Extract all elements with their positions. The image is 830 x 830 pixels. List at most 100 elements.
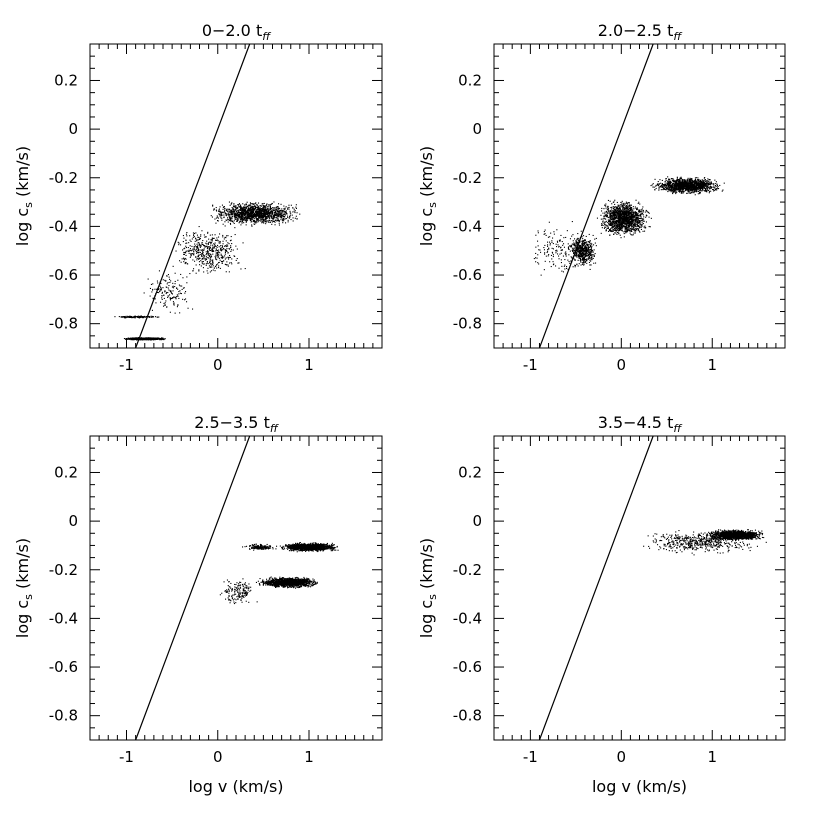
scatter-point — [209, 247, 211, 249]
scatter-point — [191, 245, 193, 247]
scatter-point — [256, 212, 258, 214]
scatter-point — [207, 252, 209, 254]
scatter-point — [232, 208, 234, 210]
scatter-point — [124, 316, 126, 318]
scatter-point — [221, 247, 223, 249]
scatter-point — [217, 239, 219, 241]
scatter-point — [662, 186, 664, 188]
scatter-point — [264, 206, 266, 208]
scatter-point — [238, 214, 240, 216]
scatter-point — [719, 184, 721, 186]
scatter-point — [193, 232, 195, 234]
scatter-point — [716, 188, 718, 190]
scatter-point — [695, 177, 697, 179]
scatter-point — [667, 184, 669, 186]
scatter-point — [246, 218, 248, 220]
scatter-point — [237, 262, 239, 264]
scatter-point — [212, 261, 214, 263]
scatter-point — [208, 248, 210, 250]
scatter-point — [705, 189, 707, 191]
scatter-point — [276, 214, 278, 216]
scatter-point — [194, 240, 196, 242]
scatter-point — [141, 337, 143, 339]
scatter-point — [173, 302, 175, 304]
scatter-point — [251, 215, 253, 217]
scatter-point — [256, 208, 258, 210]
scatter-point — [699, 188, 701, 190]
scatter-point — [686, 179, 688, 181]
scatter-point — [163, 294, 165, 296]
scatter-point — [694, 190, 696, 192]
scatter-point — [203, 248, 205, 250]
scatter-point — [160, 338, 162, 340]
scatter-point — [156, 291, 158, 293]
scatter-point — [275, 207, 277, 209]
scatter-point — [205, 257, 207, 259]
scatter-point — [240, 218, 242, 220]
scatter-point — [241, 214, 243, 216]
scatter-point — [242, 217, 244, 219]
scatter-point — [188, 249, 190, 251]
scatter-point — [129, 316, 131, 318]
scatter-point — [270, 211, 272, 213]
scatter-point — [672, 182, 674, 184]
scatter-point — [172, 282, 174, 284]
scatter-point — [704, 187, 706, 189]
scatter-point — [250, 215, 252, 217]
scatter-point — [295, 206, 297, 208]
scatter-point — [182, 287, 184, 289]
scatter-point — [176, 306, 178, 308]
scatter-point — [241, 212, 243, 214]
scatter-point — [256, 218, 258, 220]
x-tick-label: 0 — [213, 356, 223, 374]
scatter-point — [222, 236, 224, 238]
scatter-point — [156, 288, 158, 290]
scatter-point — [265, 218, 267, 220]
scatter-point — [239, 214, 241, 216]
scatter-point — [282, 222, 284, 224]
scatter-point — [265, 214, 267, 216]
scatter-point — [166, 306, 168, 308]
scatter-point — [255, 202, 257, 204]
scatter-point — [678, 183, 680, 185]
scatter-point — [238, 203, 240, 205]
scatter-point — [178, 244, 180, 246]
scatter-point — [261, 210, 263, 212]
scatter-point — [240, 268, 242, 270]
scatter-point — [273, 207, 275, 209]
scatter-point — [699, 193, 701, 195]
scatter-point — [234, 205, 236, 207]
scatter-point — [218, 261, 220, 263]
scatter-point — [169, 298, 171, 300]
scatter-point — [212, 205, 214, 207]
scatter-point — [233, 215, 235, 217]
scatter-point — [658, 189, 660, 191]
y-tick-label: 0.2 — [54, 71, 78, 89]
scatter-point — [236, 210, 238, 212]
scatter-point — [217, 251, 219, 253]
scatter-point — [201, 242, 203, 244]
scatter-point — [232, 221, 234, 223]
scatter-point — [254, 206, 256, 208]
scatter-point — [156, 280, 158, 282]
scatter-point — [162, 337, 164, 339]
scatter-point — [235, 245, 237, 247]
scatter-point — [185, 245, 187, 247]
scatter-point — [183, 251, 185, 253]
scatter-point — [254, 223, 256, 225]
scatter-point — [265, 219, 267, 221]
scatter-point — [714, 179, 716, 181]
scatter-point — [243, 209, 245, 211]
scatter-point — [680, 176, 682, 178]
scatter-point — [234, 218, 236, 220]
scatter-point — [691, 187, 693, 189]
scatter-point — [687, 183, 689, 185]
scatter-point — [279, 215, 281, 217]
scatter-point — [236, 206, 238, 208]
scatter-point — [682, 189, 684, 191]
scatter-point — [265, 213, 267, 215]
scatter-point — [248, 215, 250, 217]
scatter-point — [190, 255, 192, 257]
scatter-point — [287, 208, 289, 210]
scatter-point — [707, 185, 709, 187]
